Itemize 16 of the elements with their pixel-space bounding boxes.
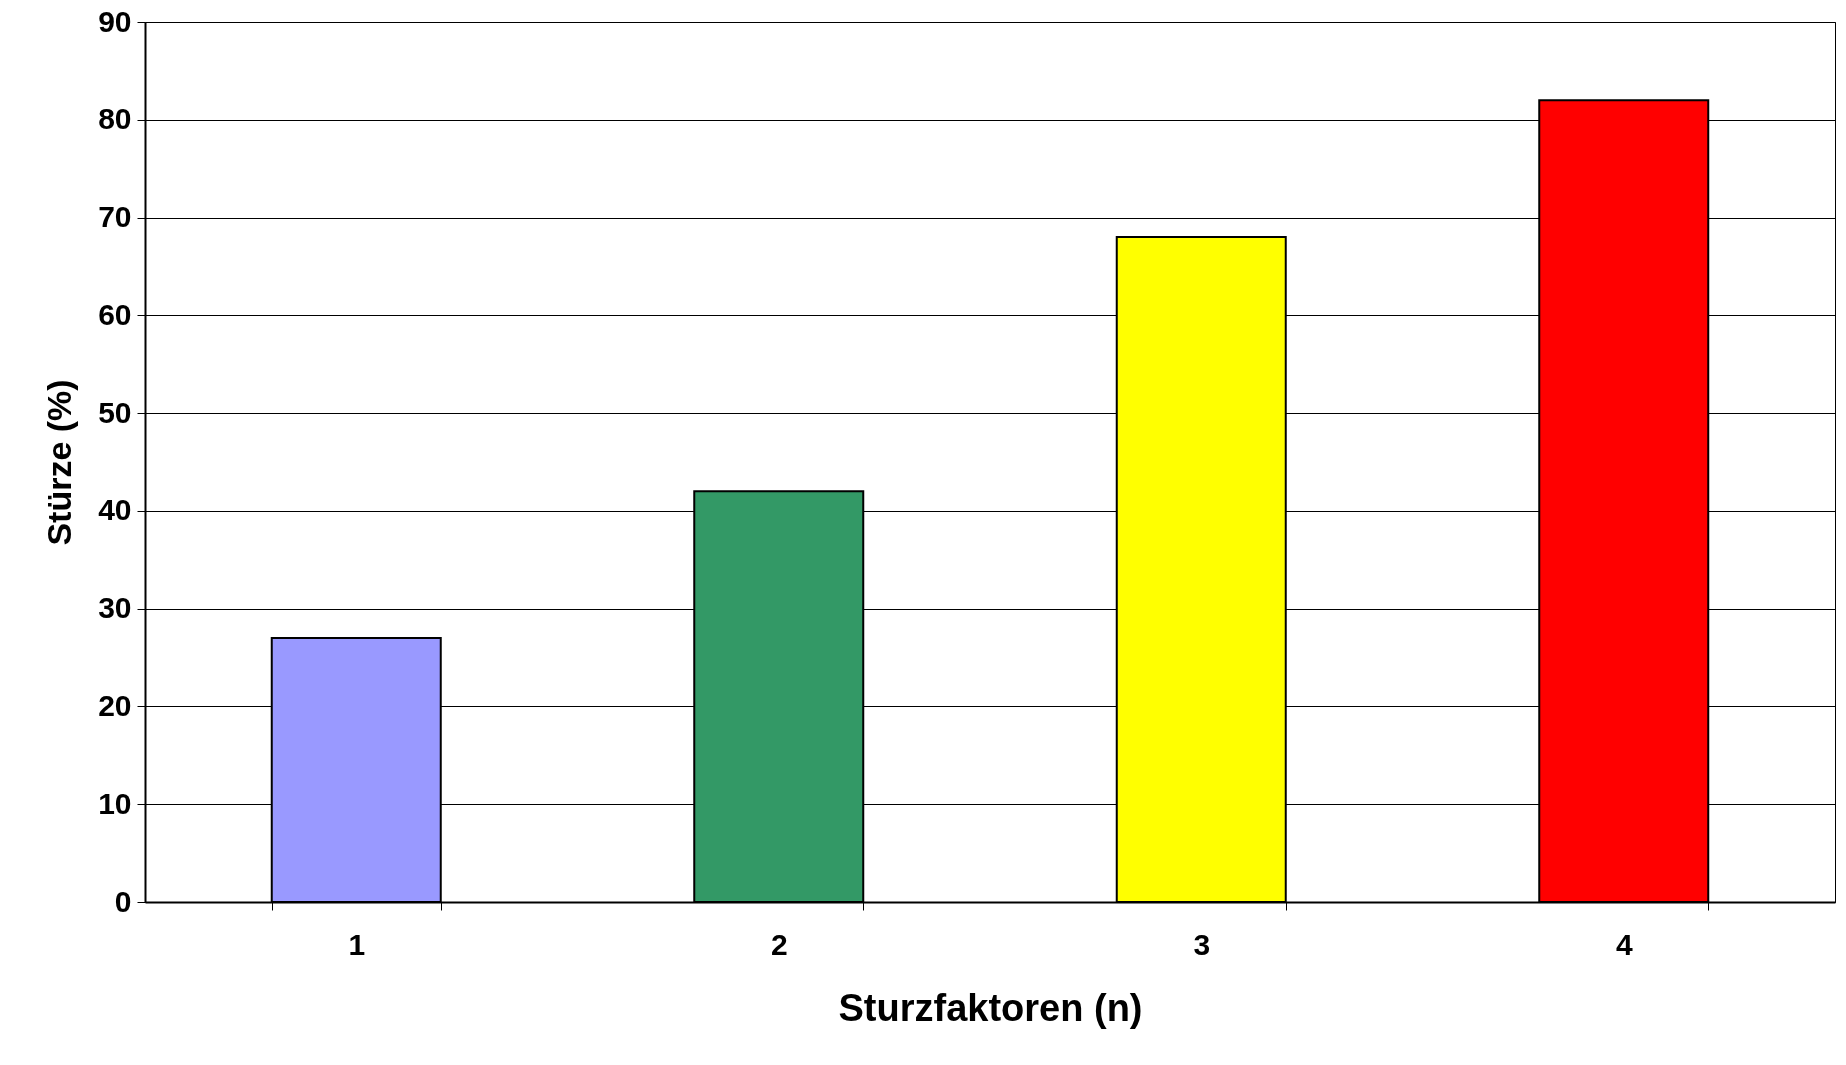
x-axis-title: Sturzfaktoren (n) (838, 986, 1143, 1029)
y-tick-label: 80 (98, 102, 132, 136)
y-axis-title: Stürze (%) (40, 379, 79, 546)
y-tick-label: 70 (98, 200, 132, 234)
y-tick-label: 10 (98, 786, 132, 820)
y-tick-label: 0 (114, 884, 132, 918)
y-tick-label: 40 (98, 493, 132, 527)
y-tick-label: 50 (98, 395, 132, 429)
x-tick-label: 1 (348, 927, 366, 961)
y-tick-label: 20 (98, 688, 132, 722)
y-tick-label: 30 (98, 591, 132, 625)
x-tick-label: 4 (1615, 927, 1633, 961)
y-tick-label: 60 (98, 297, 132, 331)
x-tick-label: 2 (770, 927, 788, 961)
x-tick-label: 3 (1193, 927, 1211, 961)
y-tick-label: 90 (98, 4, 132, 38)
